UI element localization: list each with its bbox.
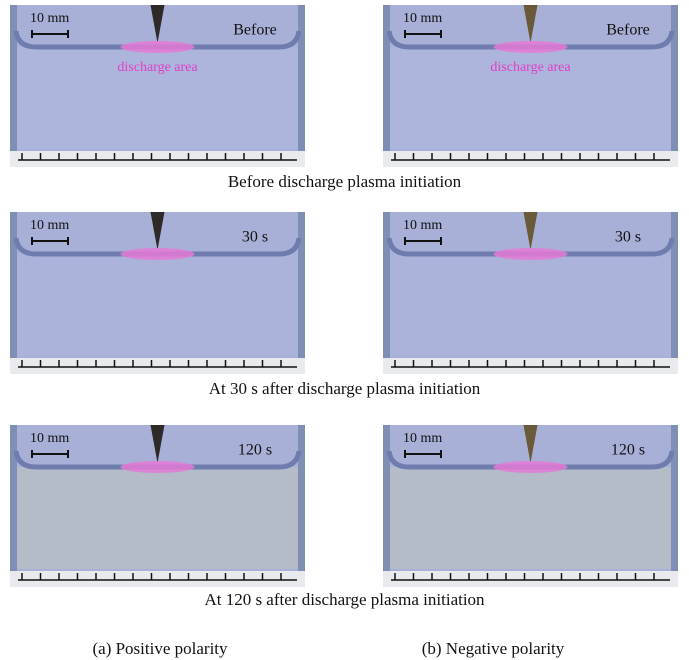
ruler — [383, 151, 678, 167]
liquid-region — [389, 467, 672, 569]
discharge-annotation: discharge area — [490, 60, 571, 75]
scale-label: 10 mm — [403, 11, 442, 26]
left-wall — [383, 5, 390, 151]
liquid-region — [389, 254, 672, 356]
photo-panel: 10 mm 30 s — [10, 212, 305, 374]
time-label: 120 s — [238, 442, 272, 459]
ruler — [10, 358, 305, 374]
right-wall — [298, 212, 305, 358]
scale-label: 10 mm — [30, 218, 69, 233]
discharge-glow — [121, 41, 195, 53]
left-wall — [10, 5, 17, 151]
photo-panel: 10 mm 120 s — [10, 425, 305, 587]
discharge-glow — [121, 461, 195, 473]
scale-label: 10 mm — [403, 431, 442, 446]
liquid-region — [16, 467, 299, 569]
discharge-annotation: discharge area — [117, 60, 198, 75]
right-wall — [671, 212, 678, 358]
liquid-region — [16, 254, 299, 356]
row-caption: Before discharge plasma initiation — [228, 172, 462, 191]
left-wall — [10, 425, 17, 571]
right-wall — [298, 5, 305, 151]
scale-label: 10 mm — [30, 11, 69, 26]
column-caption: (b) Negative polarity — [422, 639, 565, 658]
row-caption: At 120 s after discharge plasma initiati… — [204, 590, 485, 609]
row-caption: At 30 s after discharge plasma initiatio… — [209, 379, 481, 398]
discharge-glow — [494, 41, 568, 53]
discharge-glow — [494, 248, 568, 260]
right-wall — [671, 5, 678, 151]
discharge-glow — [121, 248, 195, 260]
time-label: 120 s — [611, 442, 645, 459]
scale-label: 10 mm — [30, 431, 69, 446]
photo-panel: 10 mm 30 s — [383, 212, 678, 374]
right-wall — [298, 425, 305, 571]
column-caption: (a) Positive polarity — [92, 639, 228, 658]
left-wall — [383, 425, 390, 571]
right-wall — [671, 425, 678, 571]
photo-panel: 10 mm Before discharge area — [10, 5, 305, 167]
scale-label: 10 mm — [403, 218, 442, 233]
left-wall — [383, 212, 390, 358]
ruler — [10, 571, 305, 587]
photo-panel: 10 mm 120 s — [383, 425, 678, 587]
discharge-glow — [494, 461, 568, 473]
left-wall — [10, 212, 17, 358]
time-label: Before — [606, 22, 650, 39]
figure: 10 mm Before discharge area 10 mm Before disc… — [0, 0, 689, 660]
time-label: 30 s — [242, 229, 268, 246]
time-label: Before — [233, 22, 277, 39]
ruler — [383, 358, 678, 374]
time-label: 30 s — [615, 229, 641, 246]
ruler — [383, 571, 678, 587]
photo-panel: 10 mm Before discharge area — [383, 5, 678, 167]
ruler — [10, 151, 305, 167]
